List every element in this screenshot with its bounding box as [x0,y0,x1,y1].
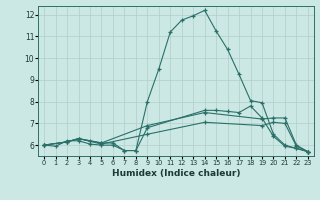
X-axis label: Humidex (Indice chaleur): Humidex (Indice chaleur) [112,169,240,178]
